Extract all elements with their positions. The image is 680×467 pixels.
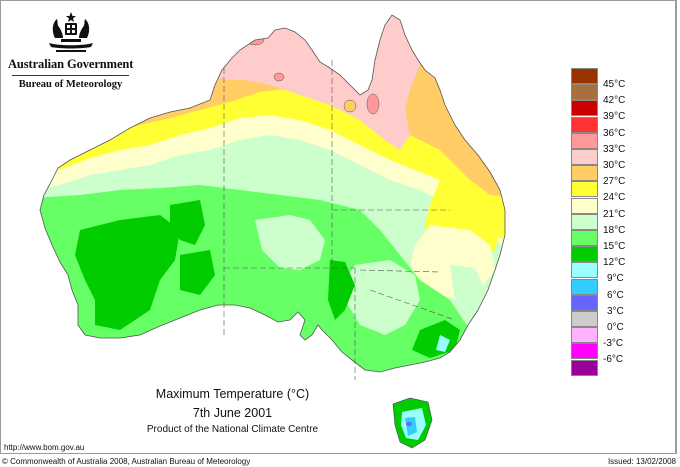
issued-date: Issued: 13/02/2008 bbox=[607, 457, 676, 466]
legend-label: 27°C bbox=[603, 176, 626, 188]
product-credit: Product of the National Climate Centre bbox=[146, 424, 319, 435]
legend-swatch bbox=[571, 197, 598, 214]
legend-swatch bbox=[571, 278, 598, 295]
tasmania bbox=[392, 397, 433, 449]
legend-label: 36°C bbox=[603, 127, 626, 139]
legend-swatch bbox=[571, 100, 598, 117]
legend-swatch bbox=[571, 149, 598, 165]
legend-swatch bbox=[571, 246, 598, 263]
legend-swatch bbox=[571, 262, 598, 279]
legend-label: 45°C bbox=[603, 79, 626, 90]
legend-swatch bbox=[571, 68, 598, 84]
agency-logo: Australian Government Bureau of Meteorol… bbox=[8, 10, 133, 90]
legend-swatch bbox=[571, 359, 598, 376]
map-title: Maximum Temperature (°C) bbox=[155, 387, 310, 401]
legend-label: 21°C bbox=[603, 208, 626, 220]
legend-swatch bbox=[571, 213, 598, 230]
legend-swatch bbox=[571, 311, 598, 327]
copyright-notice: © Commonwealth of Australia 2008, Austra… bbox=[2, 457, 251, 466]
legend-swatch bbox=[571, 181, 598, 198]
website-link[interactable]: http://www.bom.gov.au bbox=[4, 443, 85, 452]
legend-label: 9°C bbox=[607, 273, 624, 285]
legend-swatch bbox=[571, 327, 598, 344]
legend-label: 39°C bbox=[603, 111, 626, 123]
legend-label: 24°C bbox=[603, 192, 626, 204]
legend-swatch bbox=[571, 116, 598, 133]
legend-swatch bbox=[571, 294, 598, 311]
legend-label: 33°C bbox=[603, 143, 626, 155]
legend-label: 6°C bbox=[607, 289, 624, 301]
legend-label: 12°C bbox=[603, 257, 626, 269]
legend-swatch bbox=[571, 343, 598, 360]
legend-label: 0°C bbox=[607, 322, 624, 333]
logo-divider bbox=[12, 75, 129, 76]
legend-swatch bbox=[571, 84, 598, 101]
legend-label: 18°C bbox=[603, 224, 626, 236]
agency-name: Bureau of Meteorology bbox=[18, 79, 123, 90]
legend-label: 30°C bbox=[603, 160, 626, 171]
legend-label: 3°C bbox=[607, 305, 624, 317]
legend-swatch bbox=[571, 165, 598, 182]
legend-swatch bbox=[571, 230, 598, 246]
australia-temperature-map bbox=[39, 14, 506, 449]
map-caption: Maximum Temperature (°C) 7th June 2001 P… bbox=[130, 386, 335, 436]
map-frame bbox=[0, 0, 677, 454]
legend-swatch bbox=[571, 132, 598, 149]
legend-label: -3°C bbox=[603, 338, 624, 350]
state-borders bbox=[223, 60, 456, 380]
legend-label: 42°C bbox=[603, 95, 626, 107]
legend-label: -6°C bbox=[603, 354, 624, 366]
government-name: Australian Government bbox=[8, 57, 134, 71]
map-date: 7th June 2001 bbox=[192, 406, 273, 420]
coat-of-arms-icon bbox=[48, 12, 93, 52]
legend-label: 15°C bbox=[603, 241, 626, 252]
